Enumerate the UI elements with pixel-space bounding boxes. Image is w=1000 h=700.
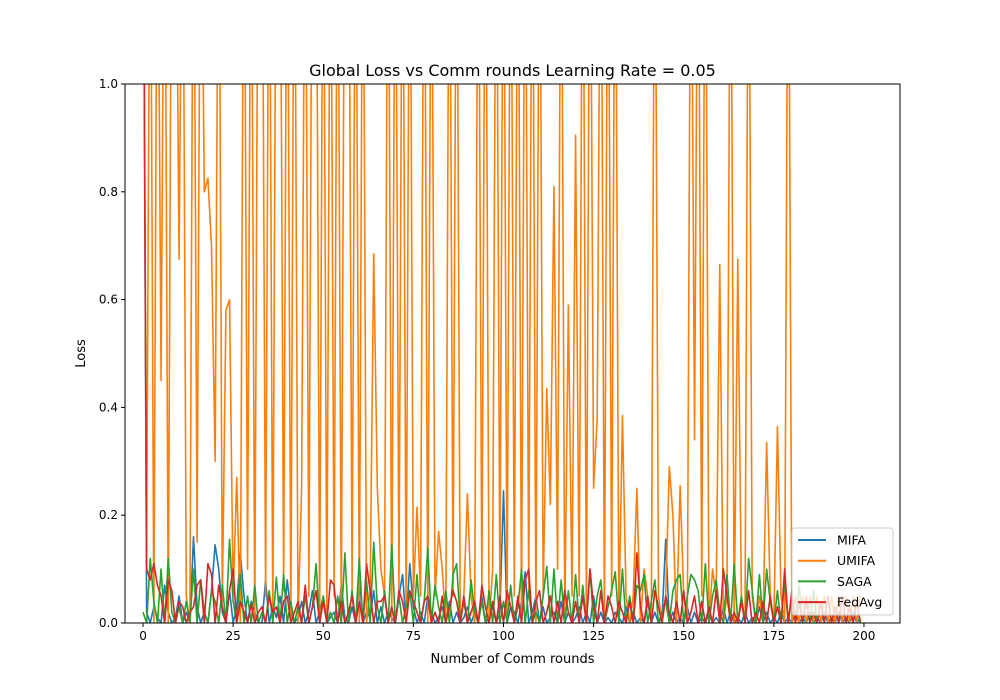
x-axis: 0 25 50 75 100 125 150 175 200 bbox=[139, 623, 875, 643]
plot-frame bbox=[124, 83, 901, 624]
series-line-fedavg bbox=[143, 84, 862, 623]
y-tick-label: 0.0 bbox=[99, 616, 118, 630]
legend-box bbox=[791, 527, 894, 616]
y-tick-label: 0.8 bbox=[99, 185, 118, 199]
x-tick-label: 75 bbox=[406, 629, 421, 643]
x-tick-label: 150 bbox=[672, 629, 695, 643]
legend-label-saga: SAGA bbox=[837, 574, 872, 589]
y-tick-label: 1.0 bbox=[99, 77, 118, 91]
y-tick-label: 0.4 bbox=[99, 400, 118, 414]
series-layer bbox=[142, 84, 862, 623]
x-tick-label: 50 bbox=[316, 629, 331, 643]
chart-title: Global Loss vs Comm rounds Learning Rate… bbox=[309, 61, 716, 80]
legend-label-umifa: UMIFA bbox=[837, 553, 876, 568]
legend-label-fedavg: FedAvg bbox=[837, 595, 882, 610]
x-tick-label: 200 bbox=[853, 629, 876, 643]
x-tick-label: 125 bbox=[582, 629, 605, 643]
x-tick-label: 100 bbox=[492, 629, 515, 643]
x-axis-label: Number of Comm rounds bbox=[430, 652, 594, 667]
legend: MIFA UMIFA SAGA FedAvg bbox=[791, 527, 894, 616]
x-tick-label: 25 bbox=[225, 629, 240, 643]
legend-label-mifa: MIFA bbox=[837, 533, 867, 548]
y-tick-label: 0.6 bbox=[99, 293, 118, 307]
series-line-umifa bbox=[143, 84, 862, 623]
y-axis-label: Loss bbox=[74, 339, 89, 368]
x-tick-label: 175 bbox=[762, 629, 785, 643]
y-axis: 0.0 0.2 0.4 0.6 0.8 1.0 bbox=[99, 77, 125, 630]
y-tick-label: 0.2 bbox=[99, 508, 118, 522]
x-tick-label: 0 bbox=[139, 629, 147, 643]
